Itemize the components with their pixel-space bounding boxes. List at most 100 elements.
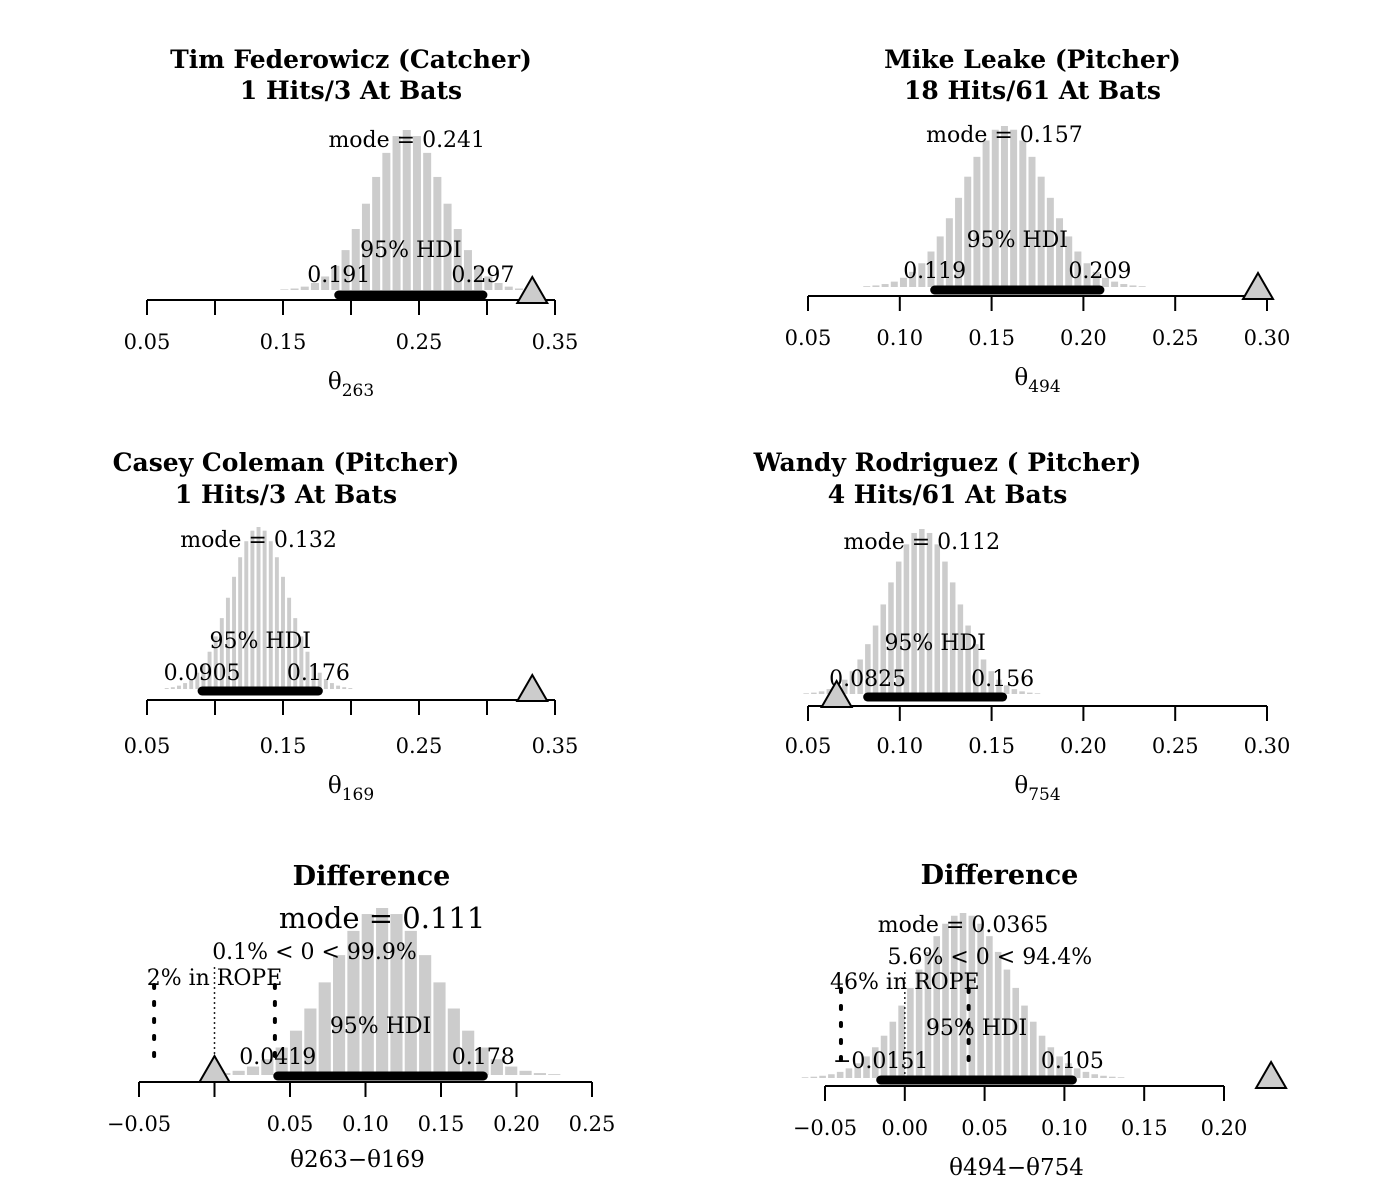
histogram-bar (246, 1066, 260, 1075)
histogram-bar (342, 687, 347, 689)
histogram-bar (898, 1005, 905, 1078)
histogram-bar (865, 644, 871, 694)
histogram-bar (376, 908, 389, 1075)
comparison-triangle-marker (1241, 270, 1275, 300)
comparison-triangle-marker (197, 1053, 232, 1083)
mode-label: mode = 0.157 (926, 123, 1083, 148)
histogram-bar (1129, 285, 1137, 287)
histogram-bar (300, 286, 309, 290)
x-axis-label: θ494−θ754 (949, 1155, 1084, 1181)
hdi-low-label: 0.191 (307, 263, 370, 288)
chart-title: 18 Hits/61 At Bats (904, 76, 1161, 105)
histogram-bar (225, 597, 230, 689)
histogram-bar (857, 659, 863, 694)
histogram (863, 126, 1146, 287)
histogram-bar (1092, 271, 1100, 287)
hdi-high-label: 0.176 (287, 661, 350, 686)
histogram-bar (845, 1068, 853, 1078)
histogram-bar (310, 282, 319, 290)
histogram-bar (433, 176, 442, 290)
x-tick-label: 0.15 (418, 1112, 465, 1136)
histogram-bar (1091, 1074, 1099, 1078)
histogram-bar (412, 136, 421, 290)
histogram-bar (323, 678, 328, 689)
x-axis-label: θ263−θ169 (290, 1147, 425, 1173)
x-tick-label: 0.35 (532, 330, 579, 354)
histogram-bar (280, 289, 289, 290)
histogram-bar (1019, 140, 1027, 287)
chart-title: 1 Hits/3 At Bats (240, 76, 462, 105)
hdi-high-label: 0.297 (451, 263, 514, 288)
histogram-bar (1003, 685, 1010, 694)
histogram-bar (244, 541, 249, 689)
histogram-bar (443, 203, 452, 290)
x-axis-label: θ263 (328, 369, 374, 401)
histogram-bar (281, 576, 285, 689)
histogram-bar (880, 604, 887, 694)
histogram-bar (871, 1047, 879, 1078)
histogram-bar (341, 250, 350, 290)
histogram-bar (1082, 1071, 1090, 1078)
histogram-bar (1120, 284, 1128, 287)
histogram-bar (330, 683, 334, 689)
histogram-bar (533, 1073, 546, 1075)
x-axis-label-symbol: θ (1014, 773, 1028, 799)
histogram-bar (419, 955, 432, 1075)
x-tick-label: 0.20 (1201, 1116, 1248, 1140)
histogram-bar (803, 693, 809, 694)
histogram-bar (1065, 236, 1073, 287)
x-axis-label-subscript: 263 (342, 381, 374, 401)
histogram-bar (1034, 693, 1041, 694)
comparison-triangle-marker (515, 274, 550, 304)
histogram (280, 130, 534, 290)
histogram-bar (1046, 197, 1054, 287)
x-axis-label-symbol: θ (328, 369, 342, 395)
histogram-bar (841, 679, 848, 694)
histogram-bar (945, 218, 953, 287)
histogram-bar (994, 951, 1002, 1078)
histogram-bar (462, 1030, 475, 1075)
histogram-bar (1065, 1063, 1072, 1078)
histogram-bar (1074, 251, 1082, 287)
histogram-bar (819, 1075, 826, 1078)
histogram-bar (828, 1074, 835, 1078)
histogram-bar (463, 250, 472, 290)
histogram-bar (1019, 691, 1025, 694)
histogram-bar (311, 663, 316, 689)
histogram-bar (305, 651, 310, 689)
histogram-bar (183, 683, 188, 689)
histogram-bar (232, 576, 236, 689)
histogram-bar (490, 1059, 503, 1075)
x-tick-label: 0.10 (342, 1112, 389, 1136)
chart-title: Mike Leake (Pitcher) (884, 45, 1181, 74)
x-tick-label: 0.05 (124, 734, 171, 758)
histogram-bar (911, 532, 917, 694)
histogram-bar (1101, 277, 1109, 287)
histogram-bar (1037, 176, 1045, 287)
x-axis-label-subscript: 754 (1028, 785, 1060, 805)
histogram-bar (810, 1076, 818, 1078)
histogram-bar (262, 530, 267, 689)
mode-label: mode = 0.241 (328, 128, 485, 153)
histogram-bar (959, 913, 967, 1078)
x-tick-label: 0.05 (961, 1116, 1008, 1140)
histogram-bar (964, 176, 972, 287)
histogram-bar (1047, 1047, 1055, 1078)
hdi-low-label: −0.0151 (833, 1049, 928, 1074)
histogram-bar (957, 604, 964, 694)
histogram-bar (872, 625, 879, 694)
histogram-bar (955, 197, 963, 287)
histogram-bar (1021, 1005, 1028, 1078)
histogram-bar (927, 251, 935, 287)
x-tick-label: −0.05 (107, 1112, 171, 1136)
hdi-high-label: 0.105 (1041, 1049, 1104, 1074)
histogram-bar (986, 936, 993, 1078)
hdi-high-label: 0.178 (452, 1045, 515, 1070)
x-axis-label-symbol: θ (328, 773, 342, 799)
histogram-bar (392, 136, 401, 290)
histogram-bar (926, 532, 933, 694)
histogram-bar (299, 636, 304, 689)
histogram-bar (968, 915, 976, 1078)
histogram-bar (1038, 1035, 1046, 1078)
histogram-bar (317, 672, 322, 689)
